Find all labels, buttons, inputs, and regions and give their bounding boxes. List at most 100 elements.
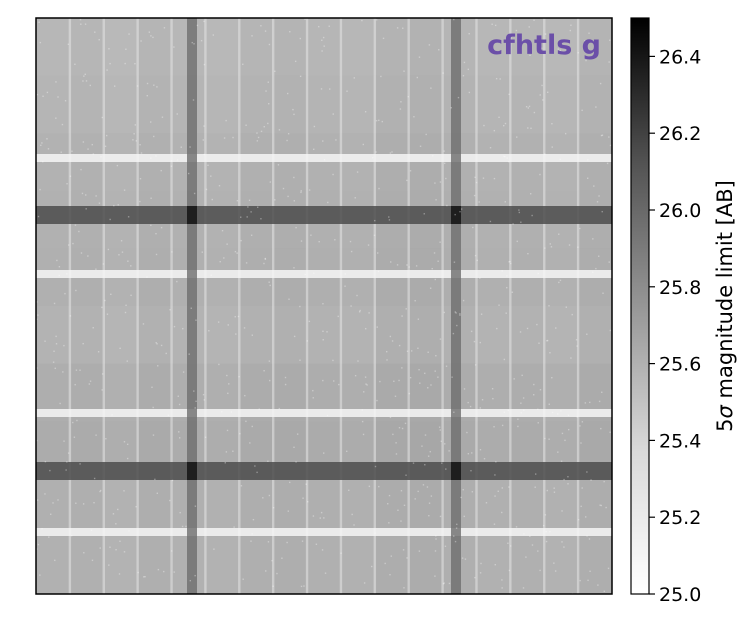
map-noise-speck (605, 506, 607, 509)
map-noise-speck (384, 562, 386, 565)
map-noise-speck (125, 304, 127, 307)
map-noise-speck (600, 427, 602, 430)
map-chip-column (273, 18, 308, 594)
map-noise-speck (595, 267, 597, 270)
map-chip-column (69, 18, 104, 594)
map-noise-speck (598, 195, 600, 197)
map-noise-speck (111, 414, 113, 416)
map-noise-speck (210, 274, 212, 276)
map-noise-speck (577, 518, 580, 521)
map-noise-speck (170, 550, 173, 552)
map-noise-speck (218, 363, 220, 366)
map-noise-speck (512, 223, 514, 225)
map-noise-speck (544, 247, 546, 249)
map-noise-speck (125, 48, 127, 50)
map-noise-speck (188, 353, 190, 355)
map-noise-speck (93, 501, 95, 504)
map-noise-speck (54, 559, 56, 562)
map-noise-speck (608, 261, 610, 263)
map-bright-stripe (36, 409, 612, 417)
map-noise-speck (520, 402, 522, 404)
map-noise-speck (36, 499, 39, 501)
map-noise-speck (375, 151, 377, 153)
map-noise-speck (361, 409, 364, 411)
map-noise-speck (559, 158, 561, 161)
map-noise-speck (463, 515, 465, 518)
map-noise-speck (80, 168, 82, 171)
map-noise-speck (518, 209, 520, 211)
map-noise-speck (218, 185, 221, 187)
map-noise-speck (560, 410, 562, 412)
map-noise-speck (53, 302, 56, 305)
map-noise-speck (300, 191, 302, 194)
map-noise-speck (561, 510, 563, 512)
map-noise-speck (267, 81, 269, 83)
map-noise-speck (364, 376, 367, 378)
map-noise-speck (434, 370, 436, 372)
map-noise-speck (226, 243, 228, 245)
map-noise-speck (146, 276, 148, 278)
map-noise-speck (117, 508, 119, 511)
map-noise-speck (396, 264, 399, 266)
map-noise-speck (468, 32, 470, 35)
map-noise-speck (92, 327, 94, 329)
map-noise-speck (454, 540, 457, 543)
map-noise-speck (550, 246, 553, 248)
map-noise-speck (293, 335, 296, 338)
map-chip-column (476, 18, 511, 594)
map-noise-speck (46, 138, 48, 140)
map-noise-speck (150, 197, 152, 199)
map-noise-speck (85, 80, 88, 82)
map-noise-speck (603, 480, 605, 483)
map-noise-speck (448, 450, 450, 452)
map-noise-speck (196, 24, 199, 27)
map-noise-speck (529, 54, 531, 57)
map-noise-speck (67, 452, 70, 454)
map-noise-speck (474, 254, 477, 257)
map-noise-speck (448, 582, 451, 585)
map-noise-speck (232, 136, 234, 139)
map-noise-speck (473, 340, 476, 343)
map-noise-speck (469, 405, 472, 408)
map-noise-speck (170, 160, 173, 162)
map-noise-speck (508, 93, 510, 96)
map-noise-speck (63, 344, 65, 347)
map-noise-speck (251, 533, 253, 535)
map-noise-speck (313, 272, 315, 274)
map-noise-speck (600, 134, 603, 137)
map-noise-speck (327, 201, 329, 204)
map-noise-speck (271, 559, 273, 562)
map-noise-speck (171, 479, 174, 482)
map-noise-speck (375, 119, 378, 122)
map-bright-stripe (36, 270, 612, 278)
map-noise-speck (232, 450, 234, 452)
map-noise-speck (438, 426, 441, 428)
map-noise-speck (501, 587, 503, 589)
map-noise-speck (319, 517, 321, 519)
map-noise-speck (293, 176, 295, 179)
map-noise-speck (37, 543, 40, 546)
map-noise-speck (435, 199, 437, 201)
map-noise-speck (406, 557, 408, 559)
map-noise-speck (473, 194, 476, 197)
map-noise-speck (450, 107, 452, 109)
map-noise-speck (446, 204, 448, 207)
map-noise-speck (348, 489, 350, 492)
map-noise-speck (89, 380, 92, 382)
map-noise-speck (203, 399, 206, 401)
map-noise-speck (418, 368, 420, 371)
map-noise-speck (41, 142, 43, 144)
map-noise-speck (501, 579, 503, 581)
map-noise-speck (115, 523, 117, 525)
map-chip-gap (305, 18, 309, 594)
map-noise-speck (445, 468, 447, 470)
map-row-band (36, 18, 612, 76)
map-noise-speck (365, 383, 367, 385)
map-noise-speck (135, 140, 138, 142)
map-noise-speck (608, 61, 610, 63)
map-noise-speck (95, 268, 97, 270)
map-noise-speck (225, 119, 227, 122)
map-noise-speck (601, 134, 604, 136)
map-noise-speck (549, 352, 551, 354)
map-noise-speck (520, 412, 522, 414)
